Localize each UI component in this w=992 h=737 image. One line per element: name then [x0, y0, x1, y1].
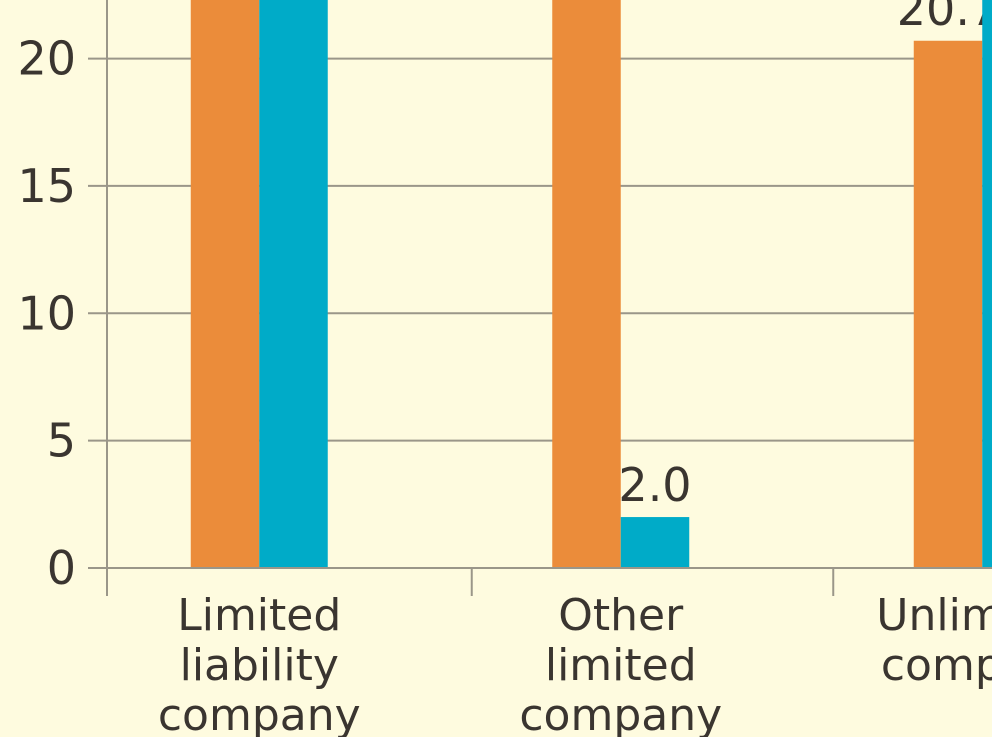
bar [552, 0, 621, 568]
x-tick-label: Unlimitedcompany [876, 590, 992, 691]
x-tick-label: Other limited company [519, 590, 722, 737]
bar [620, 517, 690, 568]
y-tick-label: 10 [17, 286, 76, 340]
bar [259, 0, 328, 568]
data-label: 2.0 [618, 458, 691, 512]
bar [982, 0, 992, 568]
y-tick-label: 20 [17, 32, 76, 86]
y-tick-label: 15 [17, 159, 76, 213]
bar [190, 0, 260, 568]
bar [913, 40, 983, 569]
y-tick-label: 5 [47, 414, 76, 468]
data-label: 20.7 [897, 0, 992, 36]
y-tick-label: 0 [47, 541, 76, 595]
x-tick-label: Limited liability company [158, 590, 361, 737]
